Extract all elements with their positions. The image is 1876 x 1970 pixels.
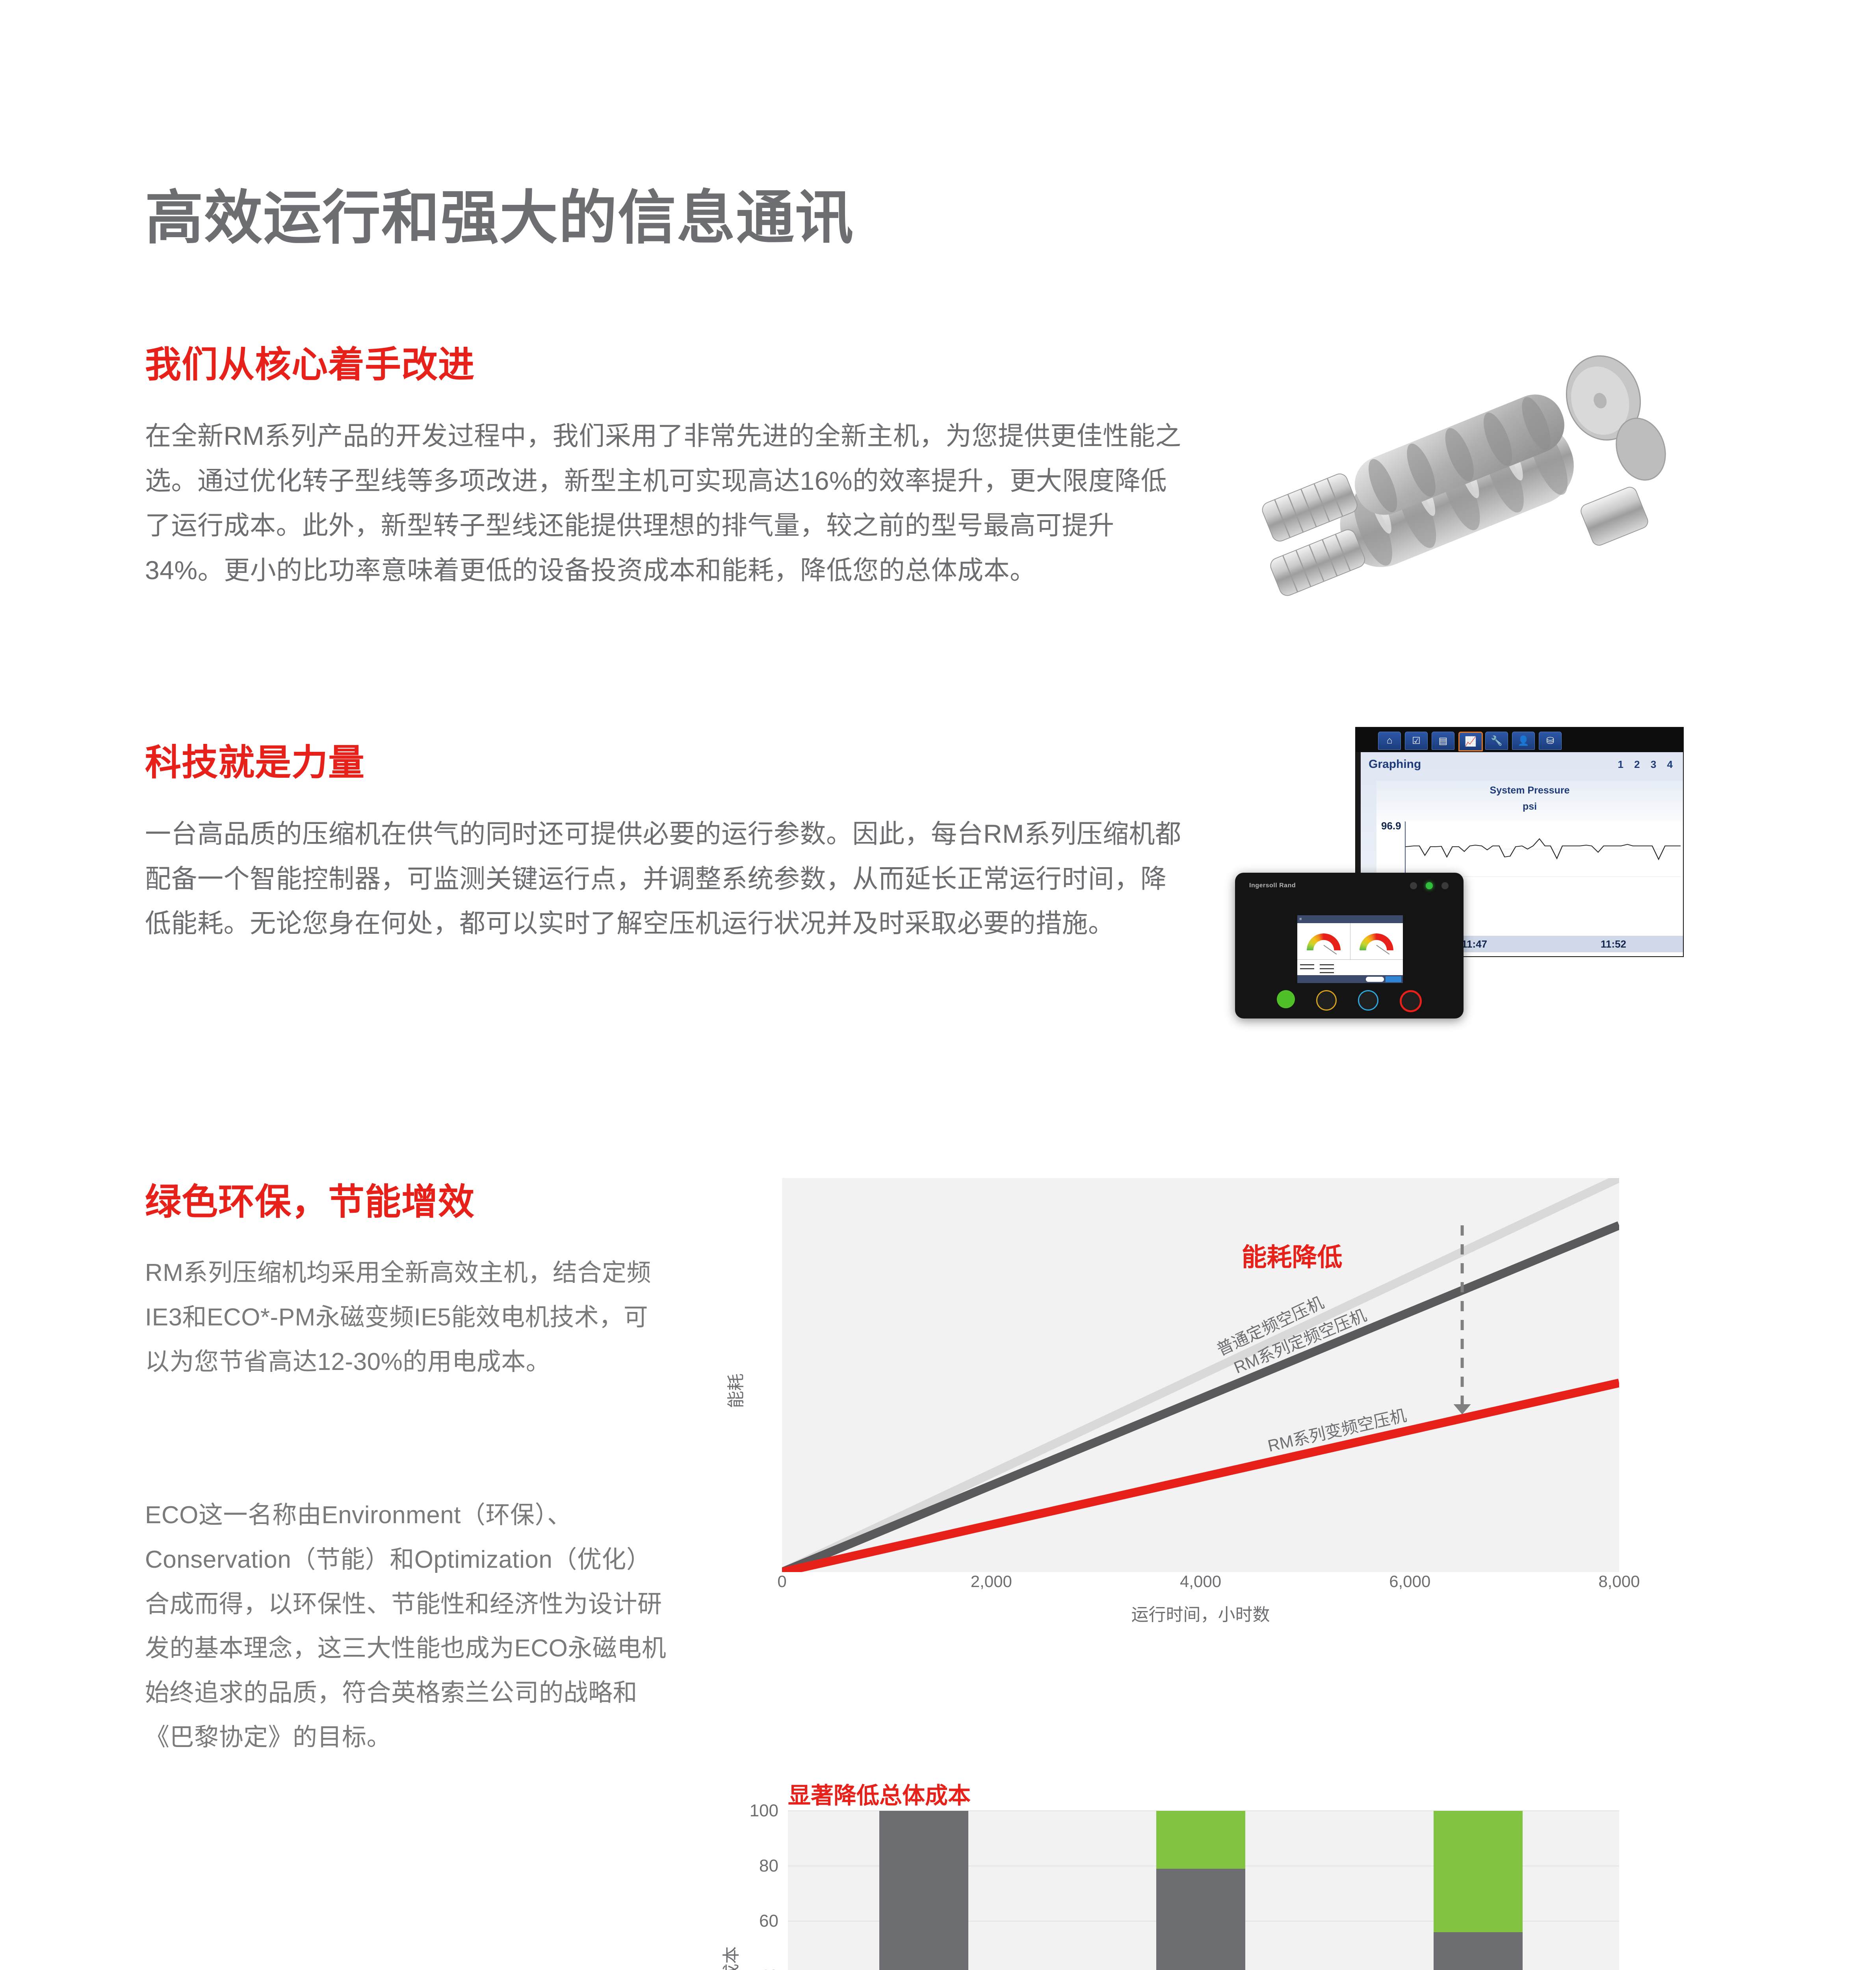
tablet-gauges xyxy=(1297,923,1403,960)
controller-chart-unit: psi xyxy=(1522,801,1537,812)
bar-chart-plot-area: 020406080100 xyxy=(750,1801,1619,1970)
power-led xyxy=(1410,882,1417,889)
energy-consumption-chart: 能耗 普通定频空压机 RM系列定频空压机 RM系列变频空压机 0 2,000 4,000… xyxy=(726,1178,1640,1624)
temperature-gauge xyxy=(1350,923,1403,959)
start-button-icon xyxy=(1277,990,1295,1008)
section-body-1: 在全新RM系列产品的开发过程中，我们采用了非常先进的全新主机，为您提供更佳性能之… xyxy=(145,421,1181,585)
tablet-screen: ≡ ▬▬▬▬ ▬▬▬▬ ▬▬▬▬ ▬▬▬▬ ▬▬▬▬ xyxy=(1297,915,1403,983)
tablet-action-bar xyxy=(1297,975,1403,983)
line-series-1 xyxy=(782,1221,1619,1572)
line-xtick-3: 6,000 xyxy=(1389,1572,1431,1591)
bar-ytick-5: 100 xyxy=(749,1801,778,1820)
controller-toolbar: ⌂ ☑ ▤ 📈 🔧 👤 ⛁ xyxy=(1356,728,1683,752)
tablet-status-bar: ≡ xyxy=(1297,915,1403,923)
line-xtick-0: 0 xyxy=(777,1572,787,1591)
warning-button-icon xyxy=(1316,990,1337,1011)
mute-button-icon xyxy=(1358,990,1378,1011)
section-heading-3: 绿色环保，节能增效 xyxy=(145,1182,475,1222)
section-body-3b: ECO这一名称由Environment（环保）、Conservation（节能）… xyxy=(145,1502,667,1751)
line-chart-annotation: 能耗降低 xyxy=(1241,1243,1343,1271)
bar-ytick-4: 80 xyxy=(759,1856,778,1875)
line-xtick-1: 2,000 xyxy=(970,1572,1012,1591)
page-title: 高效运行和强大的信息通讯 xyxy=(145,186,854,251)
lifecycle-cost-chart: 显著降低总体成本 百分比成本 020406080100 10年生命周期成本 节约… xyxy=(722,1777,1619,1970)
section-heading-2: 科技就是力量 xyxy=(145,743,365,783)
bar-ytick-2: 40 xyxy=(759,1966,778,1970)
controller-time-end: 11:52 xyxy=(1600,938,1627,950)
operator-icon: 👤 xyxy=(1512,732,1535,750)
alarm-led xyxy=(1441,882,1449,889)
line-chart-svg xyxy=(782,1178,1619,1572)
stop-button-icon xyxy=(1400,990,1422,1012)
checklist-icon: ☑ xyxy=(1405,732,1428,750)
tablet-brand-logo: Ingersoll Rand xyxy=(1249,882,1296,889)
controller-chart-title: System Pressure xyxy=(1490,785,1570,796)
controller-screen-title: Graphing xyxy=(1369,758,1421,771)
tablet-readout-rows: ▬▬▬▬ ▬▬▬▬ ▬▬▬▬ ▬▬▬▬ ▬▬▬▬ xyxy=(1300,962,1334,974)
home-icon: ⌂ xyxy=(1378,732,1401,750)
line-xtick-2: 4,000 xyxy=(1179,1572,1222,1591)
tablet-keypad xyxy=(1235,990,1464,1012)
controller-chart-value: 96.9 xyxy=(1381,820,1401,832)
maintenance-icon: 🔧 xyxy=(1485,732,1508,750)
bar-chart-title: 显著降低总体成本 xyxy=(788,1783,971,1808)
screw-rotor-photo xyxy=(1217,331,1682,615)
alarm-log-icon: ▤ xyxy=(1432,732,1454,750)
controller-page-tabs: 1 2 3 4 xyxy=(1618,758,1677,770)
bar-segment-0-2 xyxy=(879,1811,969,1970)
line-chart-plot-area: 普通定频空压机 RM系列定频空压机 RM系列变频空压机 xyxy=(782,1178,1619,1572)
energy-drop-arrow-head xyxy=(1453,1404,1471,1414)
bar-segment-1-3 xyxy=(1156,1811,1246,1869)
line-series-0 xyxy=(782,1178,1619,1572)
bar-segment-2-3 xyxy=(1433,1811,1523,1932)
bar-segment-1-2 xyxy=(1156,1869,1246,1970)
screw-rotor-illustration xyxy=(1262,355,1666,596)
bar-ytick-3: 60 xyxy=(759,1911,778,1931)
controller-time-start: 11:47 xyxy=(1461,938,1488,950)
bar-chart-ylabel: 百分比成本 xyxy=(717,1946,742,1970)
line-chart-ylabel: 能耗 xyxy=(726,1373,746,1408)
tablet-controller-photo: Ingersoll Rand ≡ ▬▬▬▬ ▬▬▬▬ ▬▬▬▬ ▬▬▬▬ ▬▬▬▬ xyxy=(1235,873,1464,1018)
bar-segment-2-2 xyxy=(1433,1932,1523,1970)
status-led xyxy=(1426,882,1433,889)
line-chart-xlabel: 运行时间，小时数 xyxy=(1131,1605,1270,1624)
section-heading-1: 我们从核心着手改进 xyxy=(145,345,475,385)
section-body-3: RM系列压缩机均采用全新高效主机，结合定频IE3和ECO*-PM永磁变频IE5能… xyxy=(145,1259,651,1375)
graphing-icon: 📈 xyxy=(1458,732,1483,751)
line-chart-xticks: 0 2,000 4,000 6,000 8,000 xyxy=(777,1572,1640,1591)
pressure-gauge xyxy=(1297,923,1350,959)
line-series-2 xyxy=(782,1379,1619,1572)
section-body-2: 一台高品质的压缩机在供气的同时还可提供必要的运行参数。因此，每台RM系列压缩机都… xyxy=(145,819,1181,938)
network-icon: ⛁ xyxy=(1539,732,1562,750)
line-xtick-4: 8,000 xyxy=(1598,1572,1640,1591)
